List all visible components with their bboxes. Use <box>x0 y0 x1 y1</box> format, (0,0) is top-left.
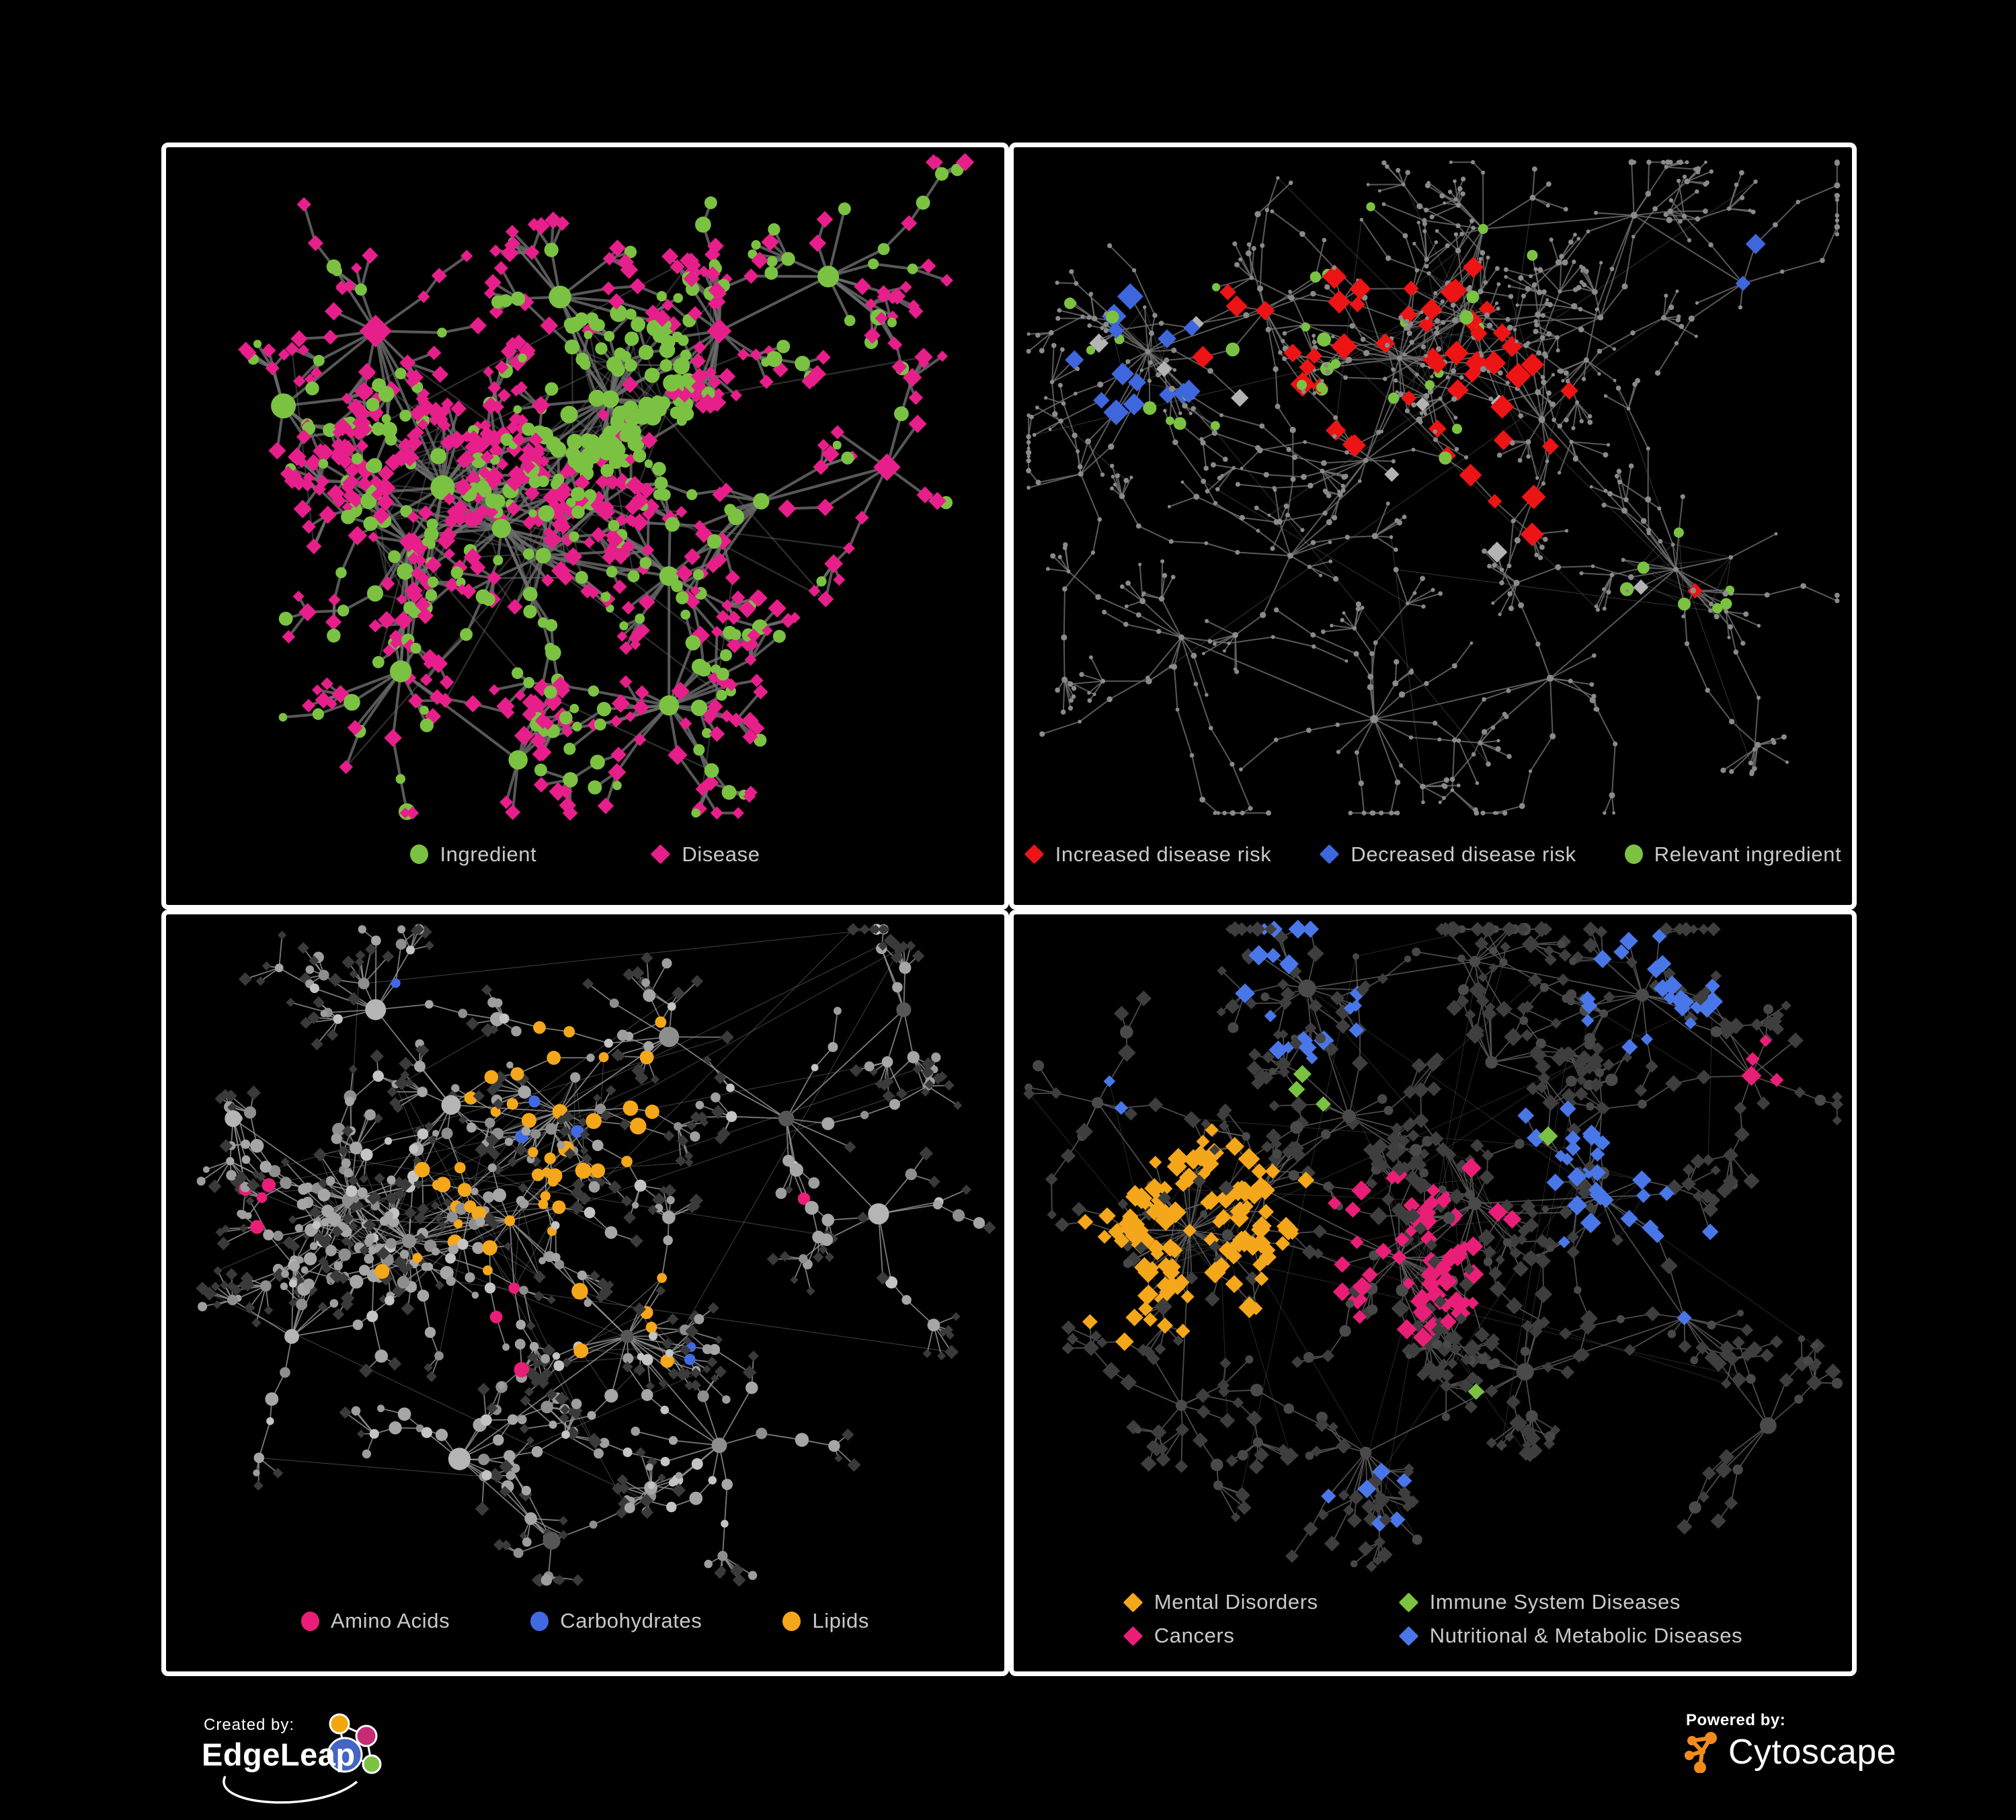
legend-item-immune-diseases: Immune System Diseases <box>1398 1590 1742 1614</box>
legend-label: Relevant ingredient <box>1654 842 1842 866</box>
legend-item-cancers: Cancers <box>1123 1624 1318 1648</box>
legend-item-carbohydrates: Carbohydrates <box>530 1609 702 1633</box>
legend-label: Decreased disease risk <box>1350 842 1576 866</box>
legend: Increased disease risk Decreased disease… <box>1014 828 1852 905</box>
cytoscape-row: Cytoscape <box>1684 1731 1896 1773</box>
network-area <box>1014 147 1852 828</box>
mental-disorders-marker-icon <box>1123 1592 1143 1612</box>
panel-grid: Ingredient Disease Increased disease ris… <box>161 143 1857 1676</box>
panel-nutrient-class-network: Amino Acids Carbohydrates Lipids <box>161 909 1009 1676</box>
legend-item-mental-disorders: Mental Disorders <box>1123 1590 1318 1614</box>
legend-item-ingredient: Ingredient <box>410 842 536 867</box>
cancers-marker-icon <box>1123 1626 1143 1646</box>
legend: Mental Disorders Immune System Diseases … <box>1014 1587 1852 1671</box>
legend-item-amino-acids: Amino Acids <box>301 1609 450 1633</box>
cytoscape-brand-text: Cytoscape <box>1728 1733 1897 1772</box>
ingredient-marker-icon <box>410 844 429 864</box>
legend-label: Increased disease risk <box>1055 842 1272 866</box>
legend-label: Cancers <box>1154 1624 1235 1647</box>
amino-acids-marker-icon <box>301 1611 320 1631</box>
legend-label: Nutritional & Metabolic Diseases <box>1429 1624 1743 1647</box>
legend: Ingredient Disease <box>166 828 1004 905</box>
powered-by-label: Powered by: <box>1686 1711 1786 1729</box>
cytoscape-icon <box>1685 1732 1717 1773</box>
panel-ingredient-disease-network: Ingredient Disease <box>161 143 1009 910</box>
legend-label: Carbohydrates <box>560 1609 702 1632</box>
ingredient-disease-network-graph <box>238 153 975 821</box>
edgeleap-brand-text: EdgeLeap <box>202 1737 356 1772</box>
legend-label: Immune System Diseases <box>1429 1590 1681 1614</box>
legend-item-increased-risk: Increased disease risk <box>1024 842 1272 867</box>
disease-risk-network-graph <box>1026 159 1841 816</box>
network-area <box>166 914 1004 1595</box>
legend-item-disease: Disease <box>650 842 760 867</box>
nutritional-metabolic-marker-icon <box>1398 1626 1419 1646</box>
legend-label: Disease <box>682 842 760 866</box>
disease-category-network-graph <box>1023 919 1844 1572</box>
edgeleap-network-icon <box>223 1713 382 1804</box>
decreased-risk-marker-icon <box>1320 844 1340 865</box>
created-by-label: Created by: <box>204 1716 295 1734</box>
increased-risk-marker-icon <box>1024 844 1045 865</box>
panel-disease-category-network: Mental Disorders Immune System Diseases … <box>1009 909 1857 1676</box>
immune-diseases-marker-icon <box>1398 1592 1419 1612</box>
relevant-ingredient-marker-icon <box>1624 844 1643 864</box>
network-area <box>1014 914 1852 1587</box>
legend-label: Ingredient <box>440 842 537 866</box>
legend-label: Mental Disorders <box>1154 1590 1318 1614</box>
lipids-marker-icon <box>782 1611 801 1631</box>
legend-item-relevant-ingredient: Relevant ingredient <box>1624 842 1842 867</box>
legend-item-nutritional-metabolic: Nutritional & Metabolic Diseases <box>1398 1624 1743 1648</box>
legend: Amino Acids Carbohydrates Lipids <box>166 1595 1004 1671</box>
legend-item-decreased-risk: Decreased disease risk <box>1320 842 1576 867</box>
panel-disease-risk-network: Increased disease risk Decreased disease… <box>1009 143 1857 910</box>
nutrient-class-network-graph <box>196 922 996 1587</box>
legend-label: Lipids <box>812 1609 869 1632</box>
cytoscape-logo: Powered by: Cytoscape <box>1684 1711 1993 1798</box>
edgeleap-logo: Created by: EdgeLeap <box>163 1704 499 1818</box>
network-area <box>166 147 1004 828</box>
disease-marker-icon <box>650 844 671 865</box>
carbohydrates-marker-icon <box>530 1611 549 1631</box>
legend-item-lipids: Lipids <box>782 1609 869 1633</box>
legend-label: Amino Acids <box>331 1609 450 1632</box>
